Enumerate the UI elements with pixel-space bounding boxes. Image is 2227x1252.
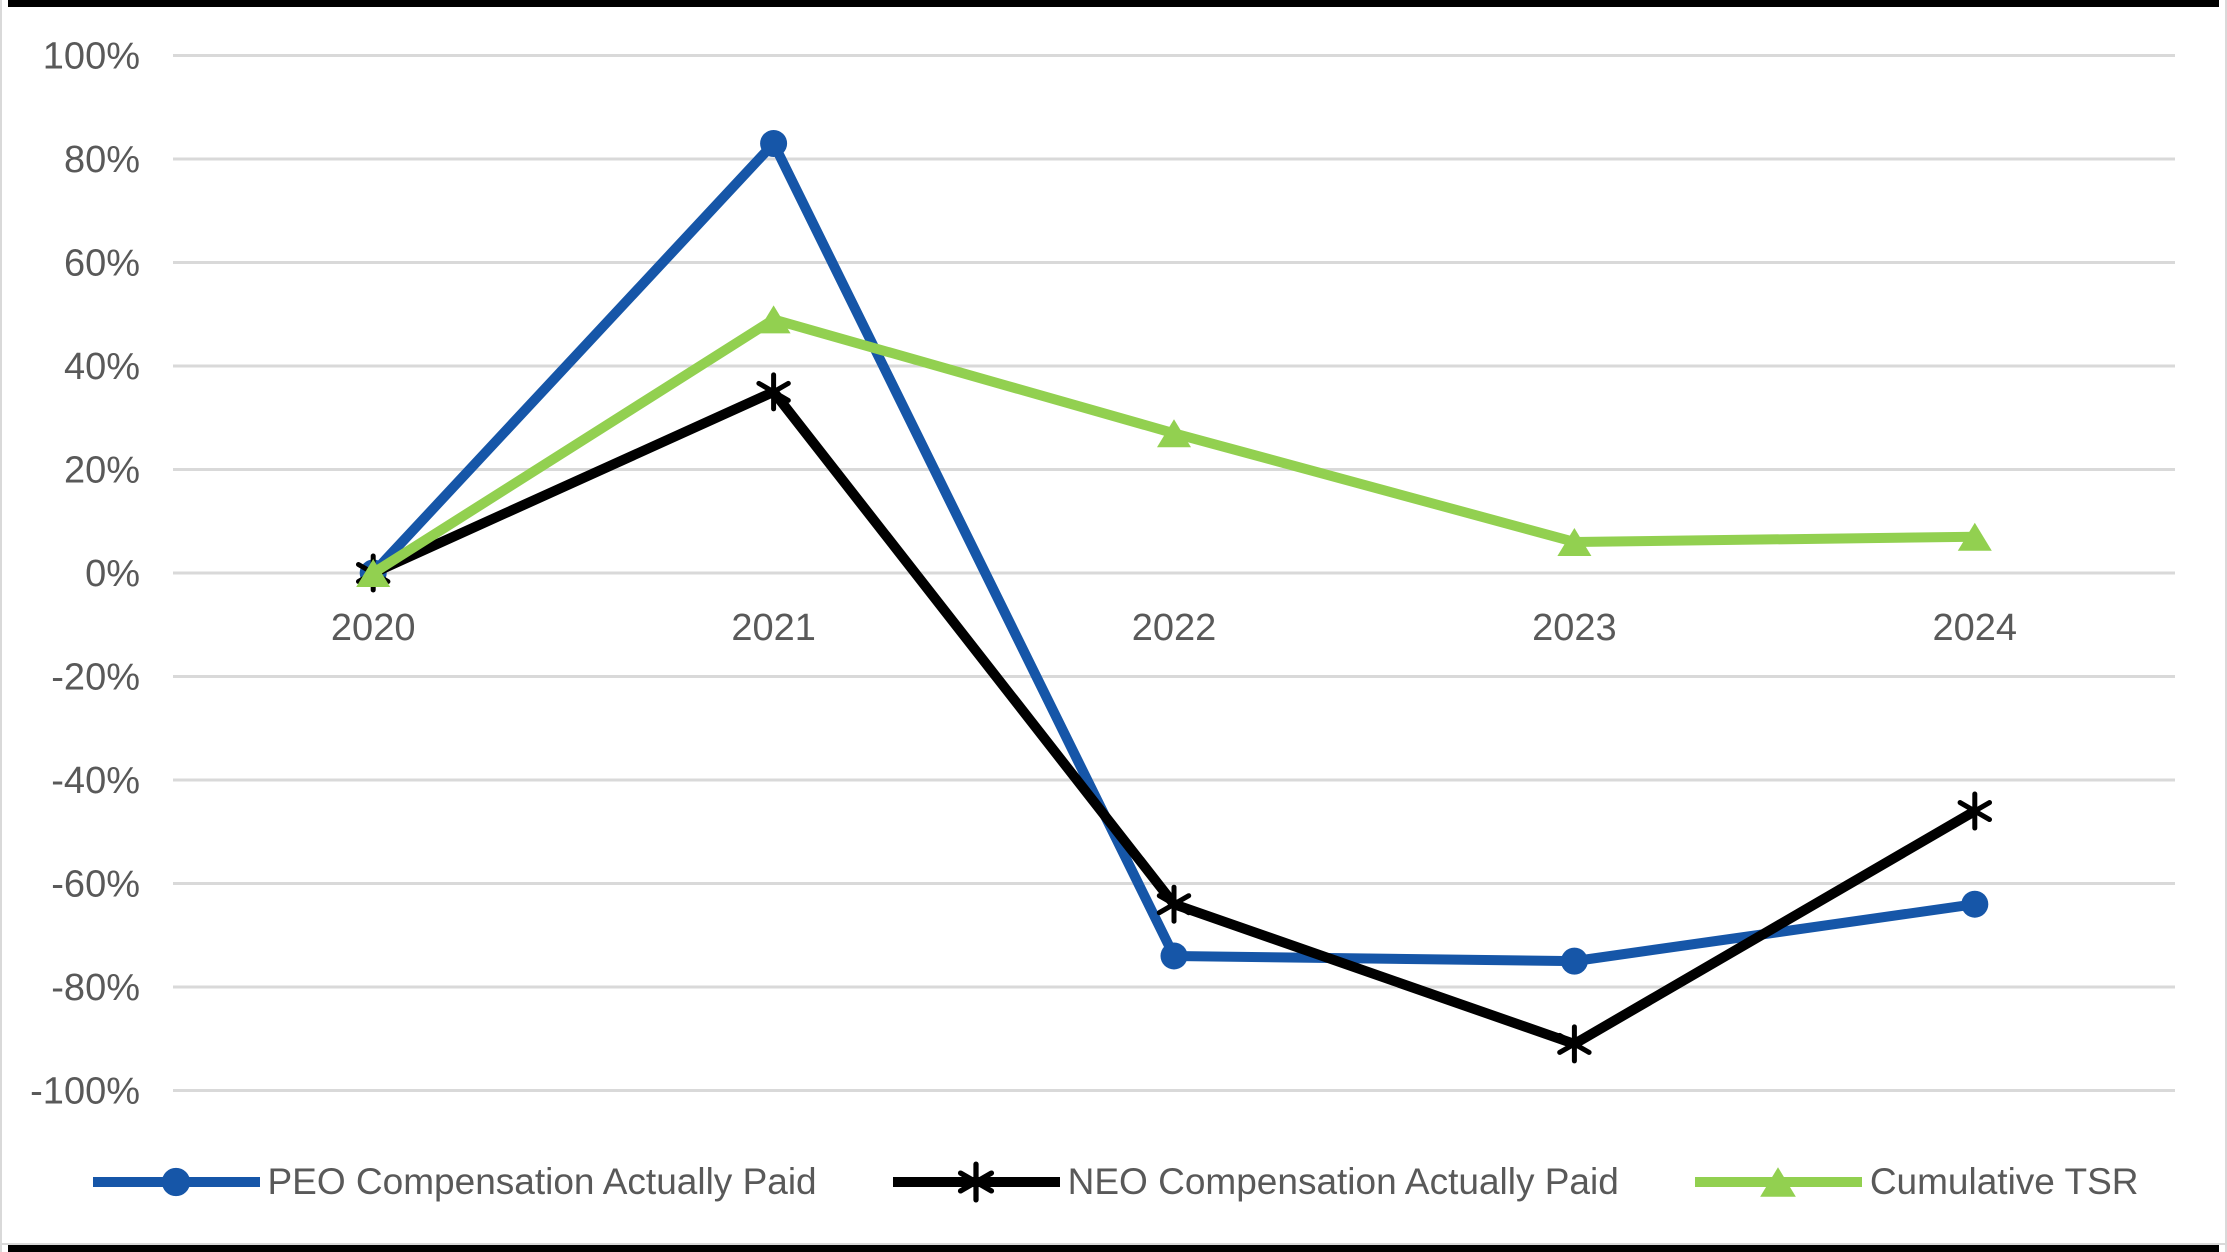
marker-asterisk	[756, 372, 791, 412]
x-tick-label-2021: 2021	[731, 607, 816, 649]
y-tick-label--40: -40%	[51, 760, 140, 802]
legend-label-peo: PEO Compensation Actually Paid	[267, 1161, 817, 1202]
peo-line-circle-swatch	[92, 1167, 260, 1197]
marker-circle	[1961, 890, 1989, 918]
marker-triangle	[1957, 522, 1992, 551]
marker-asterisk	[1557, 1024, 1592, 1064]
legend-label-tsr: Cumulative TSR	[1869, 1161, 2139, 1202]
marker-triangle	[356, 559, 391, 587]
frame-left-border	[0, 0, 2, 1252]
y-tick-label-0: 0%	[85, 553, 140, 595]
legend-swatch-marker	[1759, 1167, 1796, 1197]
frame-bottom-hairline	[2, 1243, 2225, 1245]
marker-triangle	[756, 305, 791, 334]
neo-line-asterisk-swatch	[892, 1161, 1060, 1203]
legend-swatch-marker	[161, 1167, 190, 1197]
legend-item-neo: NEO Compensation Actually Paid	[889, 1159, 1619, 1205]
tsr-line-triangle-swatch	[1694, 1167, 1862, 1197]
legend-swatch-marker	[957, 1161, 994, 1203]
x-tick-label-2020: 2020	[331, 607, 416, 649]
marker-circle	[1560, 947, 1588, 975]
marker-triangle	[1557, 527, 1592, 556]
marker-circle	[161, 1167, 190, 1197]
y-tick-label--100: -100%	[30, 1071, 140, 1113]
marker-circle	[760, 129, 788, 157]
chart-legend: PEO Compensation Actually Paid NEO Compe…	[0, 1152, 2227, 1212]
frame-top-border	[8, 0, 2219, 7]
series-peo-compensation-actually-paid	[359, 129, 1989, 975]
y-tick-label-100: 100%	[43, 36, 140, 78]
series-cumulative-tsr	[356, 305, 1992, 587]
x-tick-label-2024: 2024	[1933, 607, 2018, 649]
marker-asterisk	[1957, 791, 1993, 831]
marker-triangle	[1759, 1167, 1796, 1197]
y-tick-label--80: -80%	[51, 967, 140, 1009]
y-tick-label-80: 80%	[64, 139, 140, 181]
series-line-peo-compensation-actually-paid	[368, 138, 1980, 967]
y-tick-label-60: 60%	[64, 243, 140, 285]
marker-asterisk	[1156, 884, 1192, 924]
x-tick-label-2023: 2023	[1532, 607, 1617, 649]
y-tick-label-40: 40%	[64, 346, 140, 388]
frame-bottom-border	[8, 1245, 2219, 1252]
y-tick-label--20: -20%	[51, 657, 140, 699]
frame-right-border	[2225, 0, 2227, 1252]
y-tick-label-20: 20%	[64, 450, 140, 492]
legend-item-tsr: Cumulative TSR	[1691, 1159, 2139, 1205]
x-tick-label-2022: 2022	[1132, 607, 1217, 649]
marker-asterisk	[957, 1161, 994, 1203]
marker-circle	[1160, 942, 1188, 970]
y-tick-label--60: -60%	[51, 864, 140, 906]
legend-item-peo: PEO Compensation Actually Paid	[89, 1159, 817, 1205]
marker-triangle	[1157, 419, 1191, 448]
legend-label-neo: NEO Compensation Actually Paid	[1067, 1161, 1619, 1202]
